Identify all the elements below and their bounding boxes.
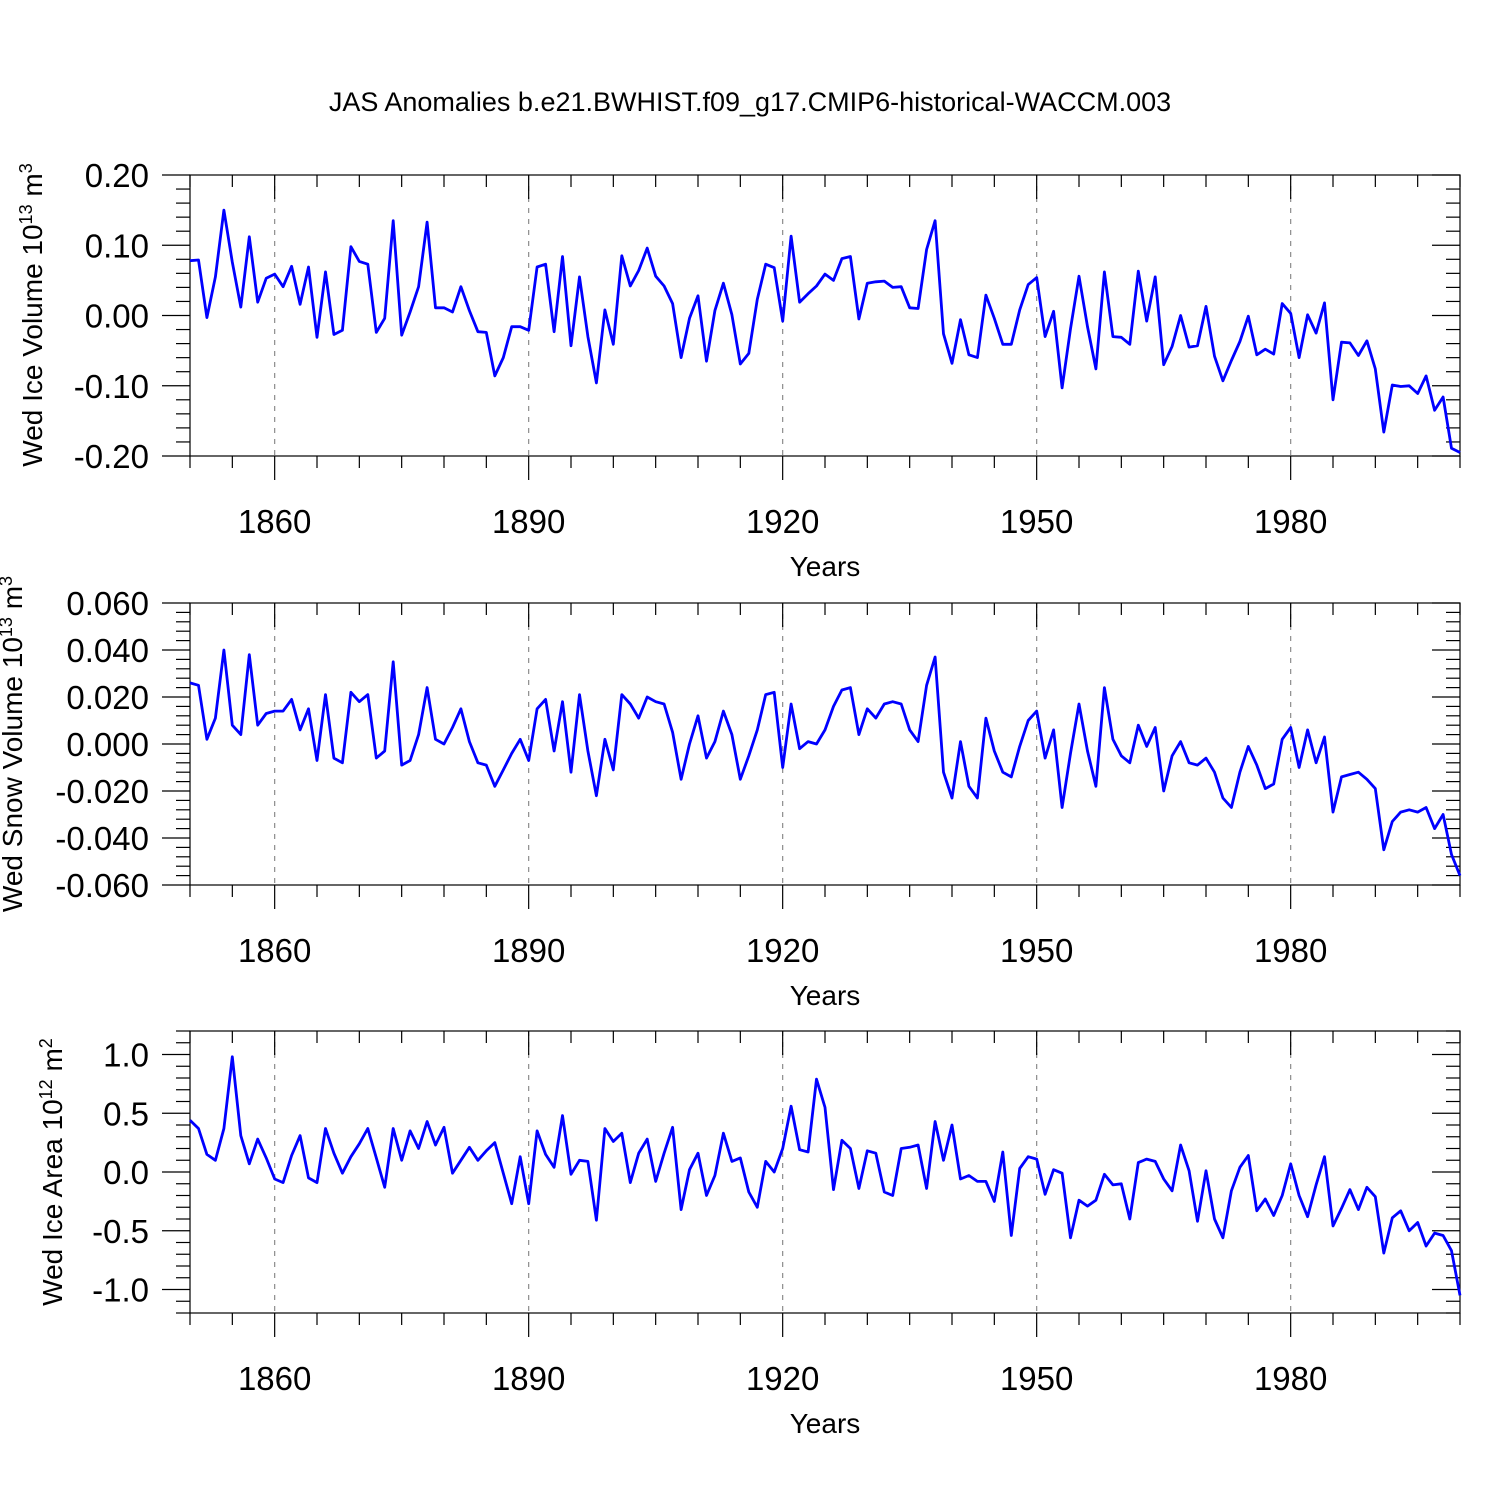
- x-tick-label: 1950: [1000, 932, 1073, 969]
- snow-volume-series-line: [189, 648, 1462, 877]
- y-axis-title-text: Wed Snow Volume 10: [0, 637, 28, 912]
- y-tick-label: 1.0: [103, 1037, 149, 1074]
- x-tick-label: 1980: [1254, 1360, 1327, 1397]
- y-tick-label: -0.20: [74, 438, 149, 475]
- ice-area-series-line: [189, 1055, 1462, 1296]
- y-axis-title-text: m: [37, 1048, 68, 1079]
- ice-volume-panel: -0.20 -0.10 0.00 0.10 0.20 1860 1890 1920 1950 19…: [16, 157, 1461, 582]
- y-axis-title-text: m: [0, 586, 28, 617]
- y-axis-title-text: Wed Ice Volume 10: [17, 224, 48, 466]
- y-axis-title: Wed Ice Area 1012 m2: [36, 1038, 68, 1306]
- x-tick-label: 1950: [1000, 503, 1073, 540]
- y-axis-title-superscript: 12: [36, 1079, 56, 1099]
- y-tick-label: 0.10: [85, 227, 149, 264]
- x-tick-label: 1890: [492, 503, 565, 540]
- y-tick-label: -0.060: [55, 867, 149, 904]
- figure-title: JAS Anomalies b.e21.BWHIST.f09_g17.CMIP6…: [329, 87, 1171, 117]
- y-axis-title: Wed Ice Volume 1013 m3: [16, 163, 48, 466]
- x-tick-label: 1860: [238, 1360, 311, 1397]
- y-tick-label: -0.10: [74, 368, 149, 405]
- y-axis-title-text: Wed Ice Area 10: [37, 1099, 68, 1306]
- snow-volume-panel: -0.060 -0.040 -0.020 0.000 0.020 0.040 0.060 18…: [0, 576, 1462, 1011]
- x-tick-label: 1920: [746, 503, 819, 540]
- y-axis-title-superscript: 3: [16, 163, 36, 173]
- y-tick-label: 0.5: [103, 1095, 149, 1132]
- x-tick-label: 1860: [238, 932, 311, 969]
- y-tick-label: 0.20: [85, 157, 149, 194]
- ice-area-panel: -1.0 -0.5 0.0 0.5 1.0 1860 1890 1920 1950 1980 Yea…: [36, 1030, 1462, 1439]
- y-axis-title: Wed Snow Volume 1013 m3: [0, 576, 28, 912]
- y-tick-label: 0.000: [66, 726, 149, 763]
- y-tick-label: 0.040: [66, 632, 149, 669]
- x-axis-title: Years: [790, 551, 861, 582]
- x-tick-label: 1980: [1254, 932, 1327, 969]
- y-tick-label: -1.0: [92, 1272, 149, 1309]
- y-tick-label: 0.020: [66, 679, 149, 716]
- y-axis-title-superscript: 13: [16, 204, 36, 224]
- y-axis-title-superscript: 2: [36, 1038, 56, 1048]
- y-tick-label: -0.040: [55, 820, 149, 857]
- y-tick-label: 0.0: [103, 1154, 149, 1191]
- x-axis-title: Years: [790, 980, 861, 1011]
- panels-group: -0.20 -0.10 0.00 0.10 0.20 1860 1890 1920 1950 19…: [0, 157, 1462, 1439]
- ice-volume-series-line: [189, 208, 1461, 454]
- x-tick-label: 1920: [746, 1360, 819, 1397]
- x-tick-label: 1890: [492, 1360, 565, 1397]
- y-tick-label: -0.020: [55, 773, 149, 810]
- x-tick-label: 1950: [1000, 1360, 1073, 1397]
- x-tick-label: 1890: [492, 932, 565, 969]
- y-axis-title-text: m: [17, 173, 48, 204]
- y-tick-label: 0.060: [66, 585, 149, 622]
- x-tick-label: 1860: [238, 503, 311, 540]
- x-axis-title: Years: [790, 1408, 861, 1439]
- y-tick-label: -0.5: [92, 1213, 149, 1250]
- y-axis-title-superscript: 13: [0, 617, 16, 637]
- plot-frame: [189, 602, 1461, 886]
- plot-frame: [189, 174, 1461, 457]
- y-axis-title-superscript: 3: [0, 576, 16, 586]
- x-tick-label: 1920: [746, 932, 819, 969]
- y-tick-label: 0.00: [85, 298, 149, 335]
- x-tick-label: 1980: [1254, 503, 1327, 540]
